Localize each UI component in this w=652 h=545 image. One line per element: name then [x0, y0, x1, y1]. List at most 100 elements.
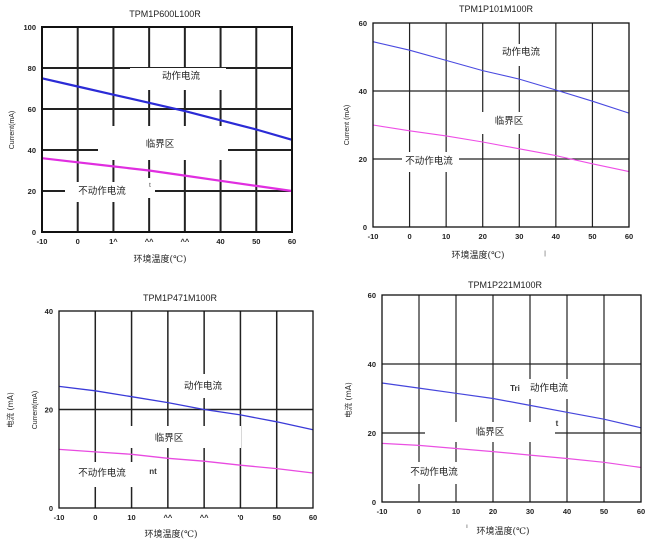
y-axis-label: Current(mA): [32, 391, 39, 430]
x-tick-label: 60: [288, 237, 296, 246]
label-background: [505, 379, 581, 399]
plot-frame: [41, 26, 293, 233]
x-tick-label: 50: [600, 507, 608, 516]
x-tick-label: 0: [417, 507, 421, 516]
x-tick-label: 10: [452, 507, 460, 516]
x-tick-label: 30: [526, 507, 534, 516]
text-fragment: t: [556, 419, 559, 428]
label-background: [425, 422, 555, 442]
x-tick-label: -10: [368, 232, 379, 241]
x-tick-label: 50: [273, 513, 281, 522]
y-tick-label: 20: [368, 429, 376, 438]
plot-frame: [58, 310, 314, 509]
label-background: [65, 182, 137, 202]
plot-frame: [381, 294, 642, 503]
x-tick-label: 30: [515, 232, 523, 241]
y-tick-label: 20: [28, 187, 36, 196]
x-axis-label: 环境温度(℃): [451, 249, 504, 261]
y-tick-label: 40: [368, 360, 376, 369]
series-line-hold-current: [381, 442, 642, 469]
x-tick-label: '0: [237, 513, 243, 522]
y-axis-label: 电流 (mA): [343, 382, 353, 418]
label-background: [70, 462, 142, 487]
plot-frame: [372, 22, 630, 228]
y-tick-label: 0: [372, 498, 376, 507]
label-background: [402, 152, 459, 172]
x-tick-label: 0: [76, 237, 80, 246]
y-tick-label: 20: [45, 406, 53, 415]
x-tick-label: 0: [407, 232, 411, 241]
region-label-hold: 不动作电流: [405, 155, 453, 167]
text-fragment: |: [544, 251, 546, 257]
chart-title: TPM1P600L100R: [129, 9, 201, 19]
x-tick-label: 40: [563, 507, 571, 516]
y-tick-label: 60: [28, 105, 36, 114]
x-tick-label: -10: [54, 513, 65, 522]
label-background: [145, 462, 161, 477]
y-tick-label: 100: [23, 23, 36, 32]
x-tick-label: 10: [442, 232, 450, 241]
x-axis-label: 环境温度(℃): [144, 528, 197, 540]
x-tick-label: 40: [552, 232, 560, 241]
chart-title: TPM1P101M100R: [459, 4, 534, 14]
x-tick-label: ^^: [180, 237, 189, 246]
x-axis-label: 环境温度(℃): [476, 525, 529, 537]
x-tick-label: 10: [127, 513, 135, 522]
y-tick-label: 0: [49, 504, 53, 513]
x-tick-label: 60: [625, 232, 633, 241]
region-label-hold: 不动作电流: [78, 467, 126, 479]
label-background: [475, 112, 541, 134]
region-label-trip: 动作电流: [530, 382, 569, 394]
x-tick-label: ^^: [200, 513, 209, 522]
y-tick-label: 0: [363, 223, 367, 232]
x-tick-label: -10: [377, 507, 388, 516]
label-background: [405, 462, 465, 484]
chart-title: TPM1P221M100R: [468, 280, 543, 290]
label-background: [125, 426, 241, 448]
series-line-trip-current: [41, 77, 293, 141]
label-background: [98, 126, 228, 160]
label-background: [176, 374, 232, 398]
y-tick-label: 20: [359, 155, 367, 164]
y-tick-label: 80: [28, 64, 36, 73]
series-line-hold-current: [41, 157, 293, 193]
label-background: [552, 414, 564, 430]
y-tick-label: 0: [32, 228, 36, 237]
text-fragment: t: [149, 183, 151, 189]
region-label-critical: 临界区: [476, 426, 505, 438]
x-tick-label: ^^: [145, 237, 154, 246]
series-line-trip-current: [58, 385, 314, 431]
region-label-hold: 不动作电流: [78, 185, 126, 197]
region-label-critical: 临界区: [495, 115, 524, 127]
y-axis-label: Current (mA): [344, 105, 351, 145]
y-tick-label: 40: [45, 307, 53, 316]
region-label-critical: 临界区: [146, 138, 175, 150]
y-tick-label: 60: [359, 19, 367, 28]
label-background: [135, 178, 155, 198]
y-axis-label-secondary: 电流 (mA): [5, 392, 15, 428]
x-tick-label: 1^: [109, 237, 118, 246]
series-line-hold-current: [372, 124, 630, 173]
x-tick-label: 50: [252, 237, 260, 246]
text-fragment: ı: [466, 524, 468, 530]
x-tick-label: 60: [637, 507, 645, 516]
y-tick-label: 40: [359, 87, 367, 96]
x-tick-label: 50: [588, 232, 596, 241]
chart-title: TPM1P471M100R: [143, 293, 218, 303]
text-fragment: nt: [149, 467, 157, 476]
region-label-critical: 临界区: [155, 432, 184, 444]
region-label-trip: 动作电流: [184, 380, 223, 392]
series-line-trip-current: [381, 382, 642, 429]
x-tick-label: 60: [309, 513, 317, 522]
region-label-trip: 动作电流: [162, 70, 201, 82]
text-fragment-tri: Tri: [510, 384, 520, 393]
series-line-trip-current: [372, 41, 630, 114]
y-axis-label: Current(mA): [9, 111, 16, 150]
x-tick-label: -10: [37, 237, 48, 246]
label-background: [488, 44, 554, 66]
x-axis-label: 环境温度(℃): [133, 253, 186, 265]
